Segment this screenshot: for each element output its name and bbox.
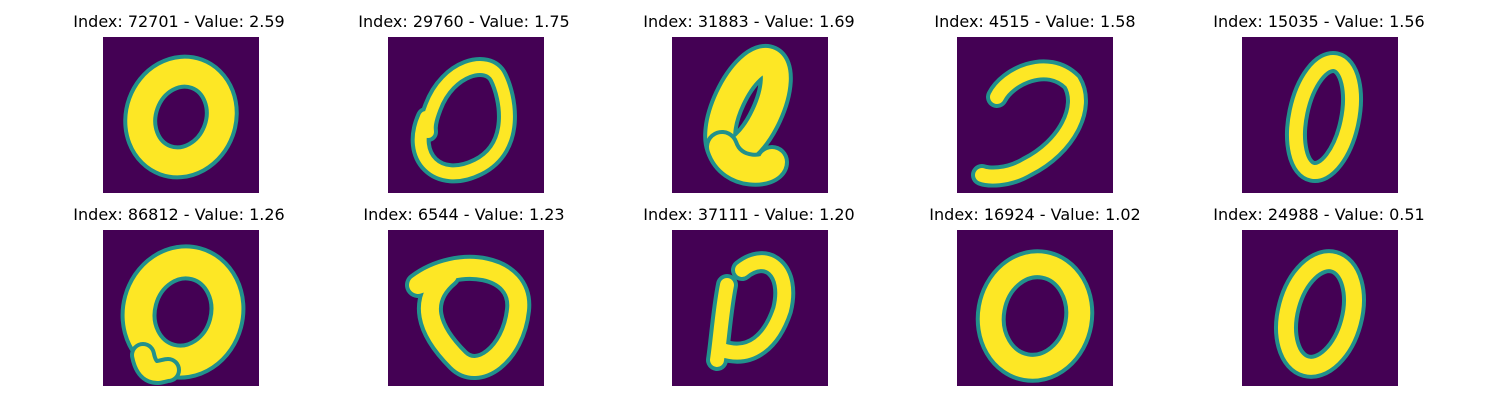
panel-title: Index: 15035 - Value: 1.56 — [1213, 12, 1425, 31]
panel-title: Index: 4515 - Value: 1.58 — [934, 12, 1136, 31]
digit-image — [1242, 230, 1398, 386]
digit-image — [388, 37, 544, 193]
digit-image — [103, 37, 259, 193]
digit-image — [672, 230, 828, 386]
panel-title: Index: 86812 - Value: 1.26 — [73, 205, 285, 224]
panel-title: Index: 31883 - Value: 1.69 — [643, 12, 855, 31]
panel-title: Index: 72701 - Value: 2.59 — [73, 12, 285, 31]
digit-image — [103, 230, 259, 386]
digit-image — [957, 37, 1113, 193]
digit-image — [672, 37, 828, 193]
panel-title: Index: 37111 - Value: 1.20 — [643, 205, 855, 224]
digit-image — [388, 230, 544, 386]
digit-image — [957, 230, 1113, 386]
panel-title: Index: 24988 - Value: 0.51 — [1213, 205, 1425, 224]
panel-title: Index: 29760 - Value: 1.75 — [358, 12, 570, 31]
panel-title: Index: 16924 - Value: 1.02 — [929, 205, 1141, 224]
digit-image — [1242, 37, 1398, 193]
panel-title: Index: 6544 - Value: 1.23 — [363, 205, 565, 224]
